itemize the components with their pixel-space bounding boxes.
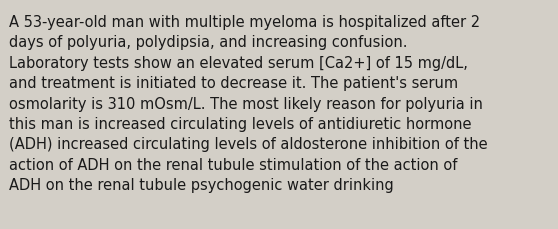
Text: A 53-year-old man with multiple myeloma is hospitalized after 2
days of polyuria: A 53-year-old man with multiple myeloma … — [9, 15, 488, 192]
